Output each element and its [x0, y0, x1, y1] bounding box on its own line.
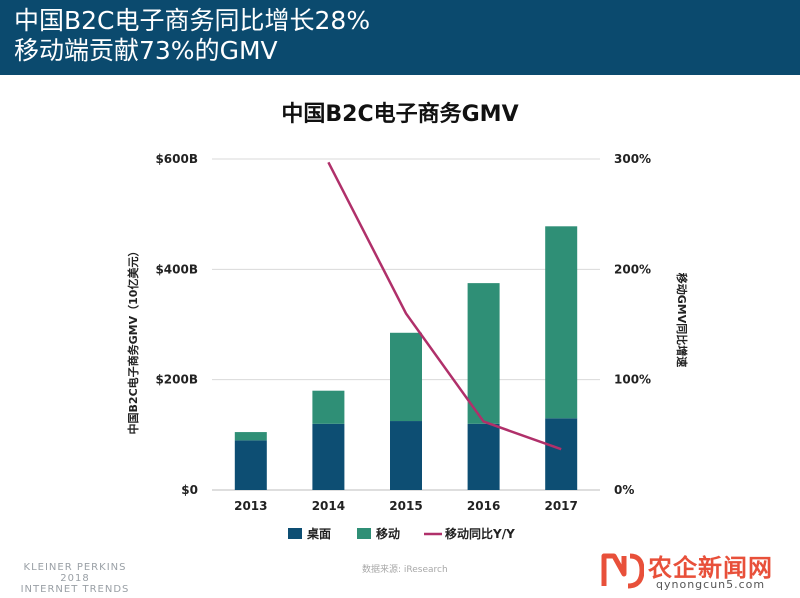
x-tick-label: 2015	[389, 499, 422, 513]
bar-desktop	[467, 423, 500, 490]
y-tick-label: $200B	[155, 373, 198, 387]
y-axis-title: 中国B2C电子商务GMV（10亿美元）	[126, 246, 140, 435]
bar-mobile	[467, 283, 500, 424]
slide-header: 中国B2C电子商务同比增长28% 移动端贡献73%的GMV	[0, 0, 800, 75]
y2-tick-label: 0%	[614, 483, 634, 497]
y-tick-label: $400B	[155, 262, 198, 276]
bar-mobile	[312, 390, 345, 424]
y2-tick-label: 100%	[614, 373, 651, 387]
slide-title-line2: 移动端贡献73%的GMV	[14, 36, 278, 65]
watermark-url: qynongcun5.com	[656, 578, 766, 591]
source-note: 数据来源: iResearch	[362, 565, 448, 575]
legend-swatch-mobile	[357, 528, 371, 539]
bar-desktop	[312, 423, 345, 490]
legend-label-growth: 移动同比Y/Y	[445, 526, 515, 541]
bar-mobile	[545, 226, 578, 419]
y2-tick-label: 200%	[614, 262, 651, 276]
x-tick-label: 2013	[234, 499, 267, 513]
watermark-logo-icon	[601, 553, 644, 589]
bar-desktop	[545, 418, 578, 490]
watermark: 农企新闻网 qynongcun5.com	[600, 548, 796, 594]
bar-mobile	[234, 432, 267, 441]
slide-title-line1: 中国B2C电子商务同比增长28%	[14, 6, 371, 35]
bar-mobile	[390, 332, 422, 422]
legend-label-desktop: 桌面	[306, 526, 331, 541]
y-tick-label: $0	[181, 483, 198, 497]
growth-line	[327, 161, 562, 451]
y-tick-label: $600B	[155, 152, 198, 166]
brand-line: KLEINER PERKINS	[23, 562, 127, 573]
chart-title: 中国B2C电子商务GMV	[281, 102, 519, 127]
bar-desktop	[390, 421, 422, 490]
x-tick-label: 2017	[544, 499, 577, 513]
y2-tick-label: 300%	[614, 152, 651, 166]
legend-label-mobile: 移动	[376, 526, 400, 541]
x-tick-label: 2014	[312, 499, 345, 513]
x-tick-label: 2016	[467, 499, 500, 513]
brand-line: 2018	[60, 573, 90, 584]
y2-axis-title: 移动GMV同比增速	[675, 273, 689, 368]
brand-line: INTERNET TRENDS	[20, 584, 130, 595]
legend-swatch-desktop	[288, 528, 302, 539]
bar-desktop	[234, 440, 267, 490]
watermark-text: 农企新闻网	[648, 554, 773, 582]
brand-footer: KLEINER PERKINS 2018 INTERNET TRENDS	[10, 562, 140, 595]
